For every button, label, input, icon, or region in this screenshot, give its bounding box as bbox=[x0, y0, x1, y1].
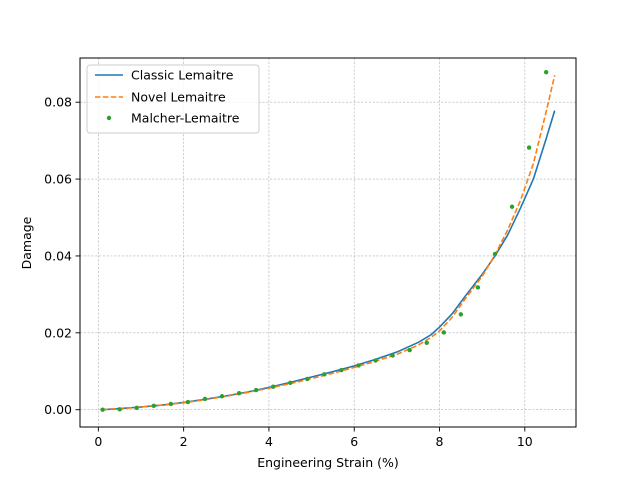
x-tick-label: 10 bbox=[517, 434, 533, 449]
malcher-lemaitre-point bbox=[270, 384, 276, 389]
malcher-lemaitre-point bbox=[236, 390, 242, 396]
malcher-lemaitre-point bbox=[475, 285, 481, 290]
malcher-lemaitre-point bbox=[373, 358, 378, 363]
x-tick-label: 0 bbox=[94, 434, 102, 449]
malcher-lemaitre-point bbox=[168, 401, 174, 407]
x-tick-label: 8 bbox=[436, 434, 444, 449]
malcher-lemaitre-point bbox=[305, 376, 310, 382]
legend-label-malcher-lemaitre: Malcher-Lemaitre bbox=[131, 111, 240, 126]
x-axis-title: Engineering Strain (%) bbox=[257, 455, 399, 470]
series-layer bbox=[100, 70, 556, 412]
y-tick-label: 0.04 bbox=[44, 248, 72, 263]
malcher-lemaitre-point bbox=[288, 380, 293, 385]
plot-frame bbox=[79, 57, 577, 428]
x-tick-label: 2 bbox=[180, 434, 188, 449]
y-tick-label: 0.06 bbox=[44, 172, 72, 187]
malcher-lemaitre-point bbox=[100, 407, 105, 412]
malcher-lemaitre-point bbox=[526, 145, 532, 150]
malcher-lemaitre-point bbox=[492, 251, 498, 257]
malcher-lemaitre-point bbox=[407, 347, 412, 353]
x-tick-label: 6 bbox=[350, 434, 358, 449]
legend-marker-malcher-lemaitre bbox=[106, 115, 112, 121]
malcher-lemaitre-point bbox=[356, 363, 361, 368]
axis-ticks: 0 2 4 6 8 10 0.00 0.02 0.04 0.06 0.08 bbox=[44, 95, 533, 449]
y-tick-label: 0.08 bbox=[44, 95, 72, 110]
malcher-lemaitre-point bbox=[253, 387, 259, 393]
malcher-lemaitre-point bbox=[219, 394, 225, 399]
malcher-lemaitre-point bbox=[441, 330, 446, 335]
malcher-lemaitre-point bbox=[458, 312, 464, 317]
malcher-lemaitre-point bbox=[424, 340, 429, 346]
malcher-lemaitre-point bbox=[134, 405, 139, 410]
legend: Classic Lemaitre Novel Lemaitre Malcher-… bbox=[86, 64, 260, 134]
malcher-lemaitre-point bbox=[390, 353, 395, 358]
malcher-lemaitre-point bbox=[509, 204, 515, 209]
y-tick-label: 0.02 bbox=[44, 325, 72, 340]
y-tick-label: 0.00 bbox=[44, 402, 72, 417]
legend-label-novel-lemaitre: Novel Lemaitre bbox=[131, 90, 226, 105]
malcher-lemaitre-point bbox=[117, 407, 122, 412]
y-axis-title: Damage bbox=[19, 216, 34, 269]
malcher-lemaitre-point bbox=[543, 70, 549, 75]
x-tick-label: 4 bbox=[265, 434, 273, 449]
malcher-lemaitre-point bbox=[185, 399, 191, 405]
malcher-lemaitre-point bbox=[151, 403, 156, 409]
malcher-lemaitre-point bbox=[202, 396, 208, 402]
malcher-lemaitre-point bbox=[339, 367, 344, 373]
legend-label-classic-lemaitre: Classic Lemaitre bbox=[131, 68, 234, 83]
legend-box bbox=[86, 64, 260, 134]
malcher-lemaitre-point bbox=[322, 372, 327, 377]
